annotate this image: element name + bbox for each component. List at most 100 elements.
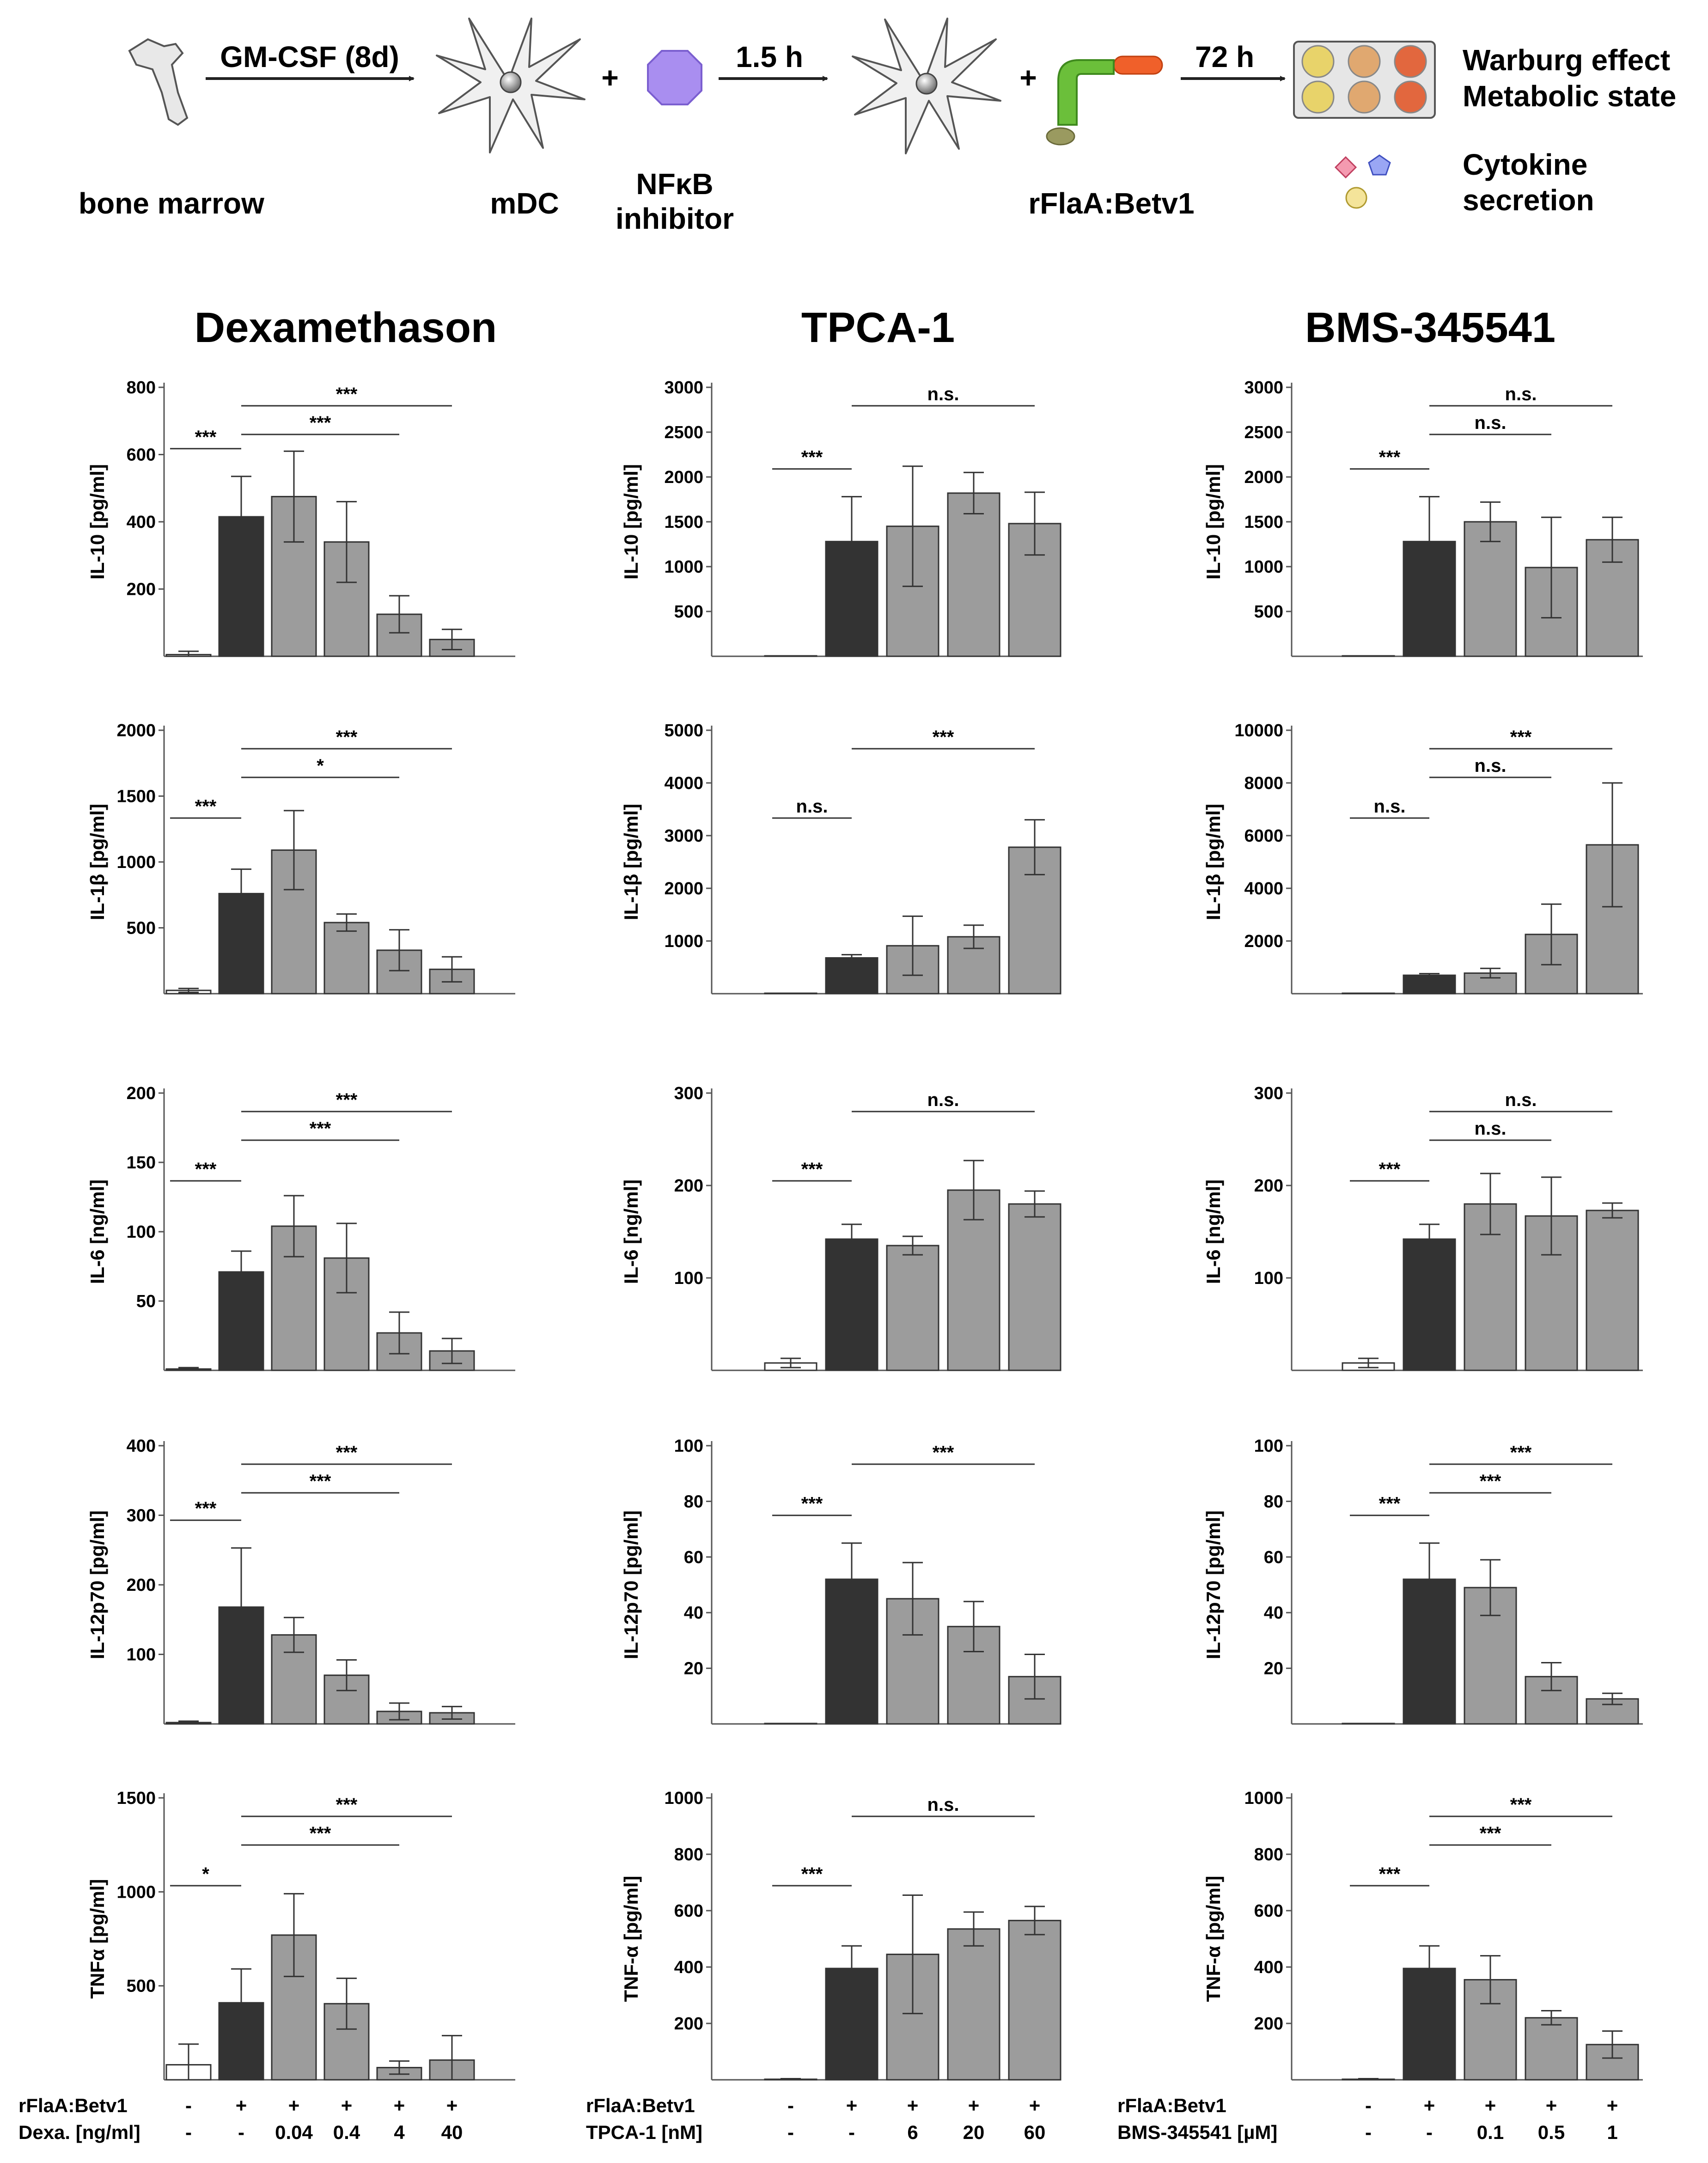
y-axis-label: IL-10 [pg/ml] xyxy=(86,464,108,580)
rflaa-flag: + xyxy=(1485,2095,1496,2116)
significance-label: *** xyxy=(195,1159,217,1179)
panel-bms-345541-il-10-pg-ml-: 500 1000 1500 2000 2500 3000 IL-10 [pg/ml] *** n… xyxy=(1202,378,1643,657)
rflaa-flag: - xyxy=(185,2095,192,2116)
warburg-label: Warburg effect xyxy=(1463,43,1670,77)
significance-label: *** xyxy=(1379,447,1401,468)
y-tick-label: 600 xyxy=(674,1901,703,1921)
dose-value: 1 xyxy=(1607,2121,1617,2143)
dose-value: 0.04 xyxy=(275,2121,313,2143)
plus-2: + xyxy=(1019,61,1037,94)
y-tick-label: 150 xyxy=(127,1153,156,1173)
rflaa-flag: + xyxy=(1546,2095,1557,2116)
panel-tpca-1-il-6-ng-ml-: 100 200 300 IL-6 [ng/ml] *** n.s. xyxy=(620,1084,1061,1371)
significance-label: *** xyxy=(195,427,217,447)
significance-label: *** xyxy=(195,796,217,817)
conditions-tpca-1: rFlaA:Betv1 TPCA-1 [nM] - + + + + - - 6 20 60 xyxy=(586,2095,1045,2143)
significance-label: *** xyxy=(1480,1471,1501,1491)
y-tick-label: 100 xyxy=(1254,1436,1283,1456)
y-tick-label: 200 xyxy=(674,1176,703,1196)
significance-label: n.s. xyxy=(1475,756,1507,776)
y-tick-label: 800 xyxy=(127,378,156,397)
time-1-5h-label: 1.5 h xyxy=(736,40,803,73)
significance-label: *** xyxy=(1379,1864,1401,1884)
y-axis-label: IL-1β [pg/ml] xyxy=(1202,804,1224,920)
bar-+/4 xyxy=(376,949,422,995)
y-tick-label: 600 xyxy=(1254,1901,1283,1921)
bar-+/- xyxy=(1403,974,1456,995)
dose-value: 60 xyxy=(1024,2121,1046,2143)
y-tick-label: 600 xyxy=(127,446,156,465)
significance-label: *** xyxy=(195,1498,217,1519)
significance-label: n.s. xyxy=(1374,796,1406,817)
y-axis-label: IL-6 [ng/ml] xyxy=(1202,1179,1224,1284)
inhibitor-label: inhibitor xyxy=(616,202,734,235)
significance-label: n.s. xyxy=(1475,1118,1507,1139)
y-tick-label: 80 xyxy=(684,1492,703,1511)
y-tick-label: 1000 xyxy=(1244,1789,1283,1808)
dose-value: - xyxy=(1365,2121,1372,2143)
metabolic-state-label: Metabolic state xyxy=(1463,79,1676,113)
y-tick-label: 80 xyxy=(1264,1492,1283,1511)
bar--/- xyxy=(764,992,817,995)
rflaa-betv1-label: rFlaA:Betv1 xyxy=(1028,187,1194,220)
dose-value: - xyxy=(185,2121,192,2143)
y-tick-label: 400 xyxy=(127,513,156,532)
significance-label: n.s. xyxy=(927,1090,959,1110)
significance-label: *** xyxy=(933,727,954,747)
rflaa-flag: + xyxy=(1607,2095,1618,2116)
y-tick-label: 3000 xyxy=(1244,378,1283,397)
column-title-tpca1: TPCA-1 xyxy=(801,304,955,351)
bar--/- xyxy=(1342,992,1395,995)
y-tick-label: 10000 xyxy=(1234,721,1283,740)
y-tick-label: 800 xyxy=(674,1845,703,1864)
y-tick-label: 1000 xyxy=(116,853,156,872)
bar-+/- xyxy=(218,1271,264,1371)
dendritic-cell-icon-2 xyxy=(852,18,1001,154)
dendritic-cell-icon xyxy=(436,18,586,153)
rflaa-flag: + xyxy=(1029,2095,1041,2116)
rflaa-flag: - xyxy=(1365,2095,1372,2116)
bar-+/0.1 xyxy=(1464,521,1517,657)
significance-label: *** xyxy=(336,1795,358,1815)
conditions-dexamethason: rFlaA:Betv1 Dexa. [ng/ml] - + + + + + - - 0.04 0.4 4… xyxy=(18,2095,463,2143)
y-tick-label: 100 xyxy=(674,1269,703,1288)
bone-marrow-label: bone marrow xyxy=(79,187,264,220)
dose-value: - xyxy=(238,2121,244,2143)
y-tick-label: 1500 xyxy=(116,1789,156,1808)
y-axis-label: IL-1β [pg/ml] xyxy=(620,804,642,920)
significance-label: *** xyxy=(1480,1823,1501,1844)
conditions-bms-345541: rFlaA:Betv1 BMS-345541 [µM] - + + + + - - 0.1 0.5 1 xyxy=(1117,2095,1618,2143)
bar-+/0.04 xyxy=(271,1634,317,1725)
y-tick-label: 500 xyxy=(674,602,703,622)
y-tick-label: 2000 xyxy=(116,721,156,740)
y-tick-label: 1500 xyxy=(1244,513,1283,532)
y-tick-label: 60 xyxy=(1264,1548,1283,1567)
y-tick-label: 500 xyxy=(1254,602,1283,622)
panel-bms-345541-tnf-pg-ml-: 200 400 600 800 1000 TNF-α [pg/ml] *** *** *** xyxy=(1202,1789,1643,2081)
significance-label: n.s. xyxy=(927,384,959,404)
y-tick-label: 5000 xyxy=(664,721,703,740)
significance-label: *** xyxy=(336,1090,358,1110)
y-tick-label: 200 xyxy=(127,1084,156,1103)
rflaa-betv1-icon xyxy=(1046,55,1163,146)
y-tick-label: 800 xyxy=(1254,1845,1283,1864)
rflaa-flag: + xyxy=(341,2095,353,2116)
rflaa-flag: + xyxy=(236,2095,247,2116)
significance-label: n.s. xyxy=(1475,413,1507,433)
rflaa-flag: + xyxy=(1424,2095,1435,2116)
y-axis-label: TNF-α [pg/ml] xyxy=(1202,1876,1224,2002)
bar--/- xyxy=(764,1723,817,1725)
panel-tpca-1-il-12p70-pg-ml-: 20 40 60 80 100 IL-12p70 [pg/ml] *** *** xyxy=(620,1436,1061,1725)
significance-label: *** xyxy=(310,413,331,433)
y-tick-label: 60 xyxy=(684,1548,703,1567)
dose-value: - xyxy=(848,2121,855,2143)
y-tick-label: 200 xyxy=(674,2014,703,2034)
significance-label: *** xyxy=(801,1494,823,1514)
secretion-label: secretion xyxy=(1463,183,1594,217)
y-tick-label: 400 xyxy=(127,1436,156,1456)
y-axis-label: IL-12p70 [pg/ml] xyxy=(86,1510,108,1659)
dose-value: - xyxy=(787,2121,794,2143)
y-axis-label: TNFα [pg/ml] xyxy=(86,1879,108,1998)
y-tick-label: 1000 xyxy=(664,1789,703,1808)
